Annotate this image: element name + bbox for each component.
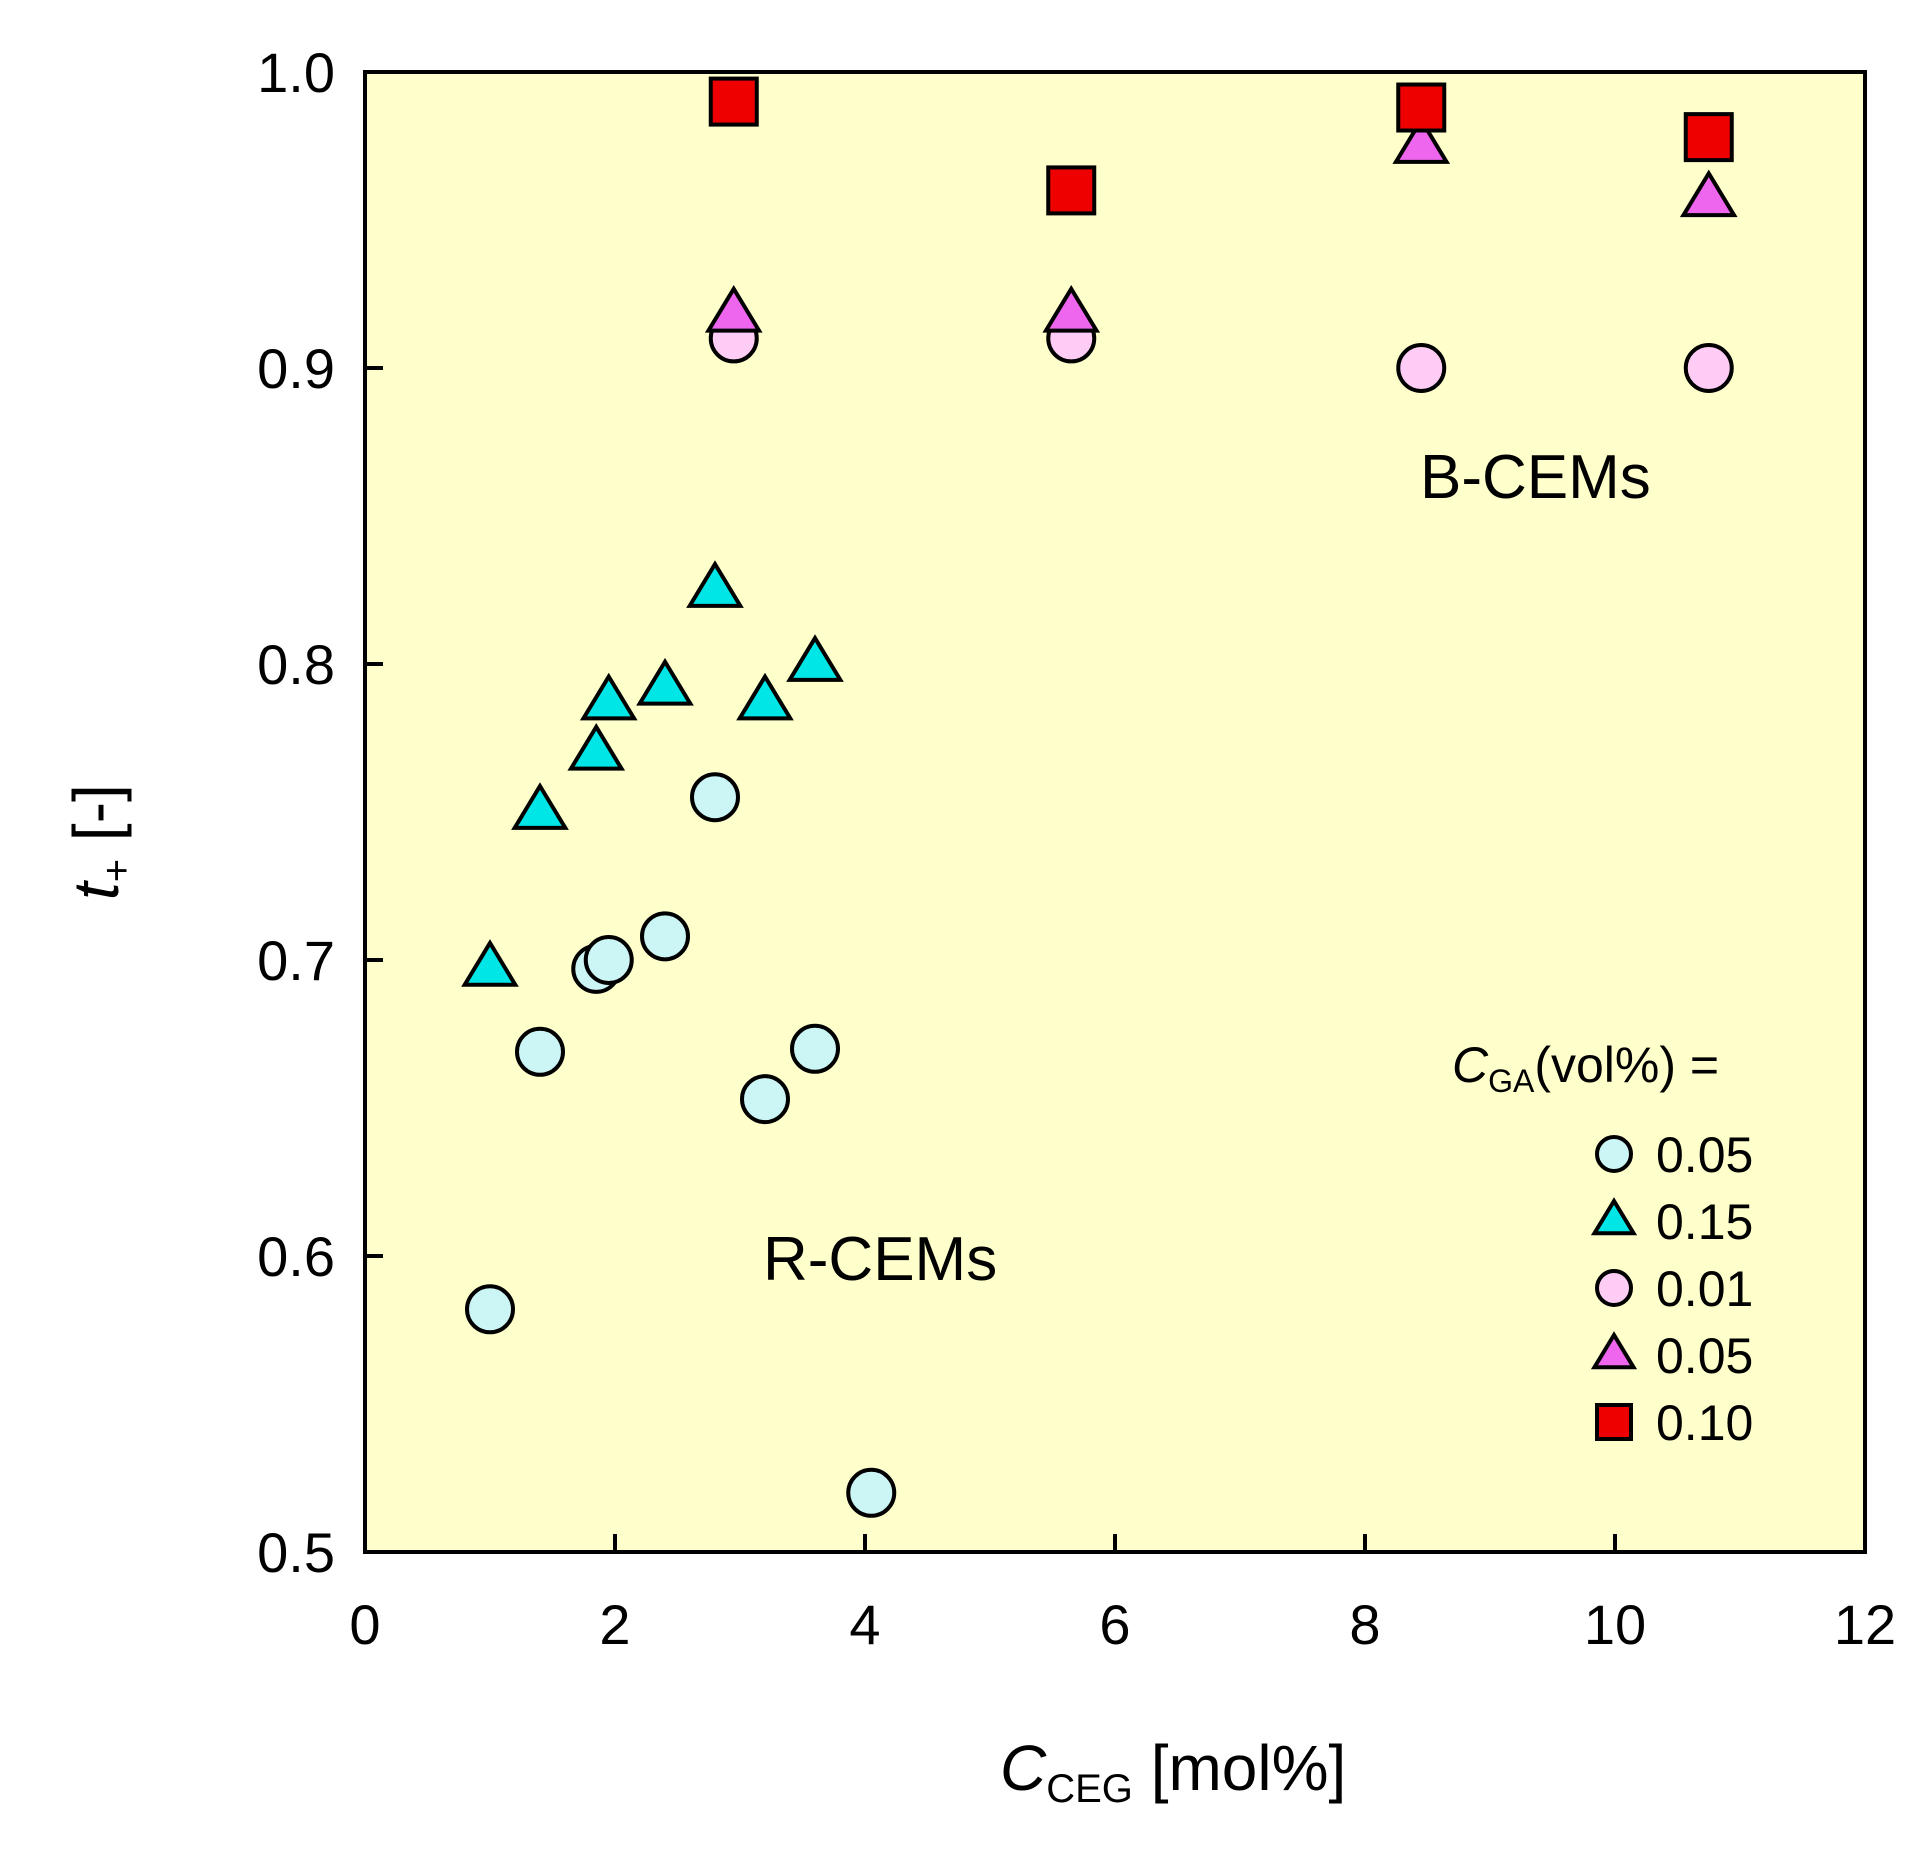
series-b-cems-triangle-0-05 <box>704 116 1738 333</box>
legend-label: 0.15 <box>1656 1194 1753 1250</box>
legend-label: 0.05 <box>1656 1127 1753 1183</box>
data-point-circle <box>1396 343 1447 393</box>
legend-item: 0.05 <box>1590 1328 1753 1384</box>
x-tick-label: 10 <box>1584 1593 1646 1656</box>
y-axis-title: t+ [-] <box>60 784 139 900</box>
y-tick-label: 1.0 <box>257 41 335 104</box>
y-tick-label: 0.8 <box>257 633 335 696</box>
data-point-circle <box>690 772 740 823</box>
plot-background <box>365 72 1865 1552</box>
legend-marker-circle <box>1595 1135 1633 1173</box>
data-point-triangle <box>1392 116 1451 164</box>
legend-label: 0.10 <box>1656 1395 1753 1451</box>
data-point-triangle <box>736 672 794 721</box>
data-point-triangle <box>1042 284 1101 333</box>
data-point-triangle <box>686 560 744 608</box>
data-point-circle <box>1683 343 1734 393</box>
annotation-b-cems: B-CEMs <box>1420 443 1651 512</box>
legend-marker-triangle <box>1590 1197 1638 1236</box>
data-point-circle <box>740 1074 790 1125</box>
data-point-circle <box>640 911 690 962</box>
x-tick-label: 0 <box>349 1593 380 1656</box>
legend-title: CGA(vol%) = <box>1452 1037 1719 1099</box>
data-point-triangle <box>579 672 638 721</box>
data-points <box>461 76 1738 1518</box>
data-point-triangle <box>636 657 694 706</box>
data-point-triangle <box>511 782 569 830</box>
x-tick-labels: 0 2 4 6 8 10 12 <box>349 1593 1896 1656</box>
series-r-cems-circle-0-05 <box>465 772 897 1518</box>
x-axis-title: CCEG [mol%] <box>1000 1732 1346 1811</box>
data-point-circle <box>790 1023 840 1074</box>
legend-item: 0.15 <box>1590 1194 1753 1250</box>
data-point-circle <box>583 935 634 985</box>
data-point-circle <box>515 1026 565 1077</box>
data-point-circle <box>846 1467 897 1518</box>
legend-marker-circle <box>1595 1269 1633 1307</box>
x-tick-label: 12 <box>1834 1593 1896 1656</box>
x-tick-label: 8 <box>1349 1593 1380 1656</box>
annotation-r-cems: R-CEMs <box>763 1225 997 1294</box>
series-r-cems-triangle-0-15 <box>461 560 844 987</box>
legend-marker-square <box>1595 1403 1633 1441</box>
legend-item: 0.05 <box>1595 1127 1753 1183</box>
data-point-square <box>1683 112 1734 163</box>
legend: CGA(vol%) = 0.05 0.15 0.01 0.05 0.10 <box>1452 1037 1753 1451</box>
legend-label: 0.05 <box>1656 1328 1753 1384</box>
data-point-circle <box>465 1284 515 1335</box>
y-tick-label: 0.9 <box>257 337 335 400</box>
legend-label: 0.01 <box>1656 1261 1753 1317</box>
data-point-triangle <box>704 284 763 333</box>
data-point-triangle <box>461 939 519 987</box>
legend-items: 0.05 0.15 0.01 0.05 0.10 <box>1590 1127 1753 1451</box>
series-b-cems-square-0-10 <box>708 76 1734 216</box>
legend-marker-triangle <box>1590 1331 1638 1370</box>
x-tick-label: 6 <box>1099 1593 1130 1656</box>
x-tick-label: 4 <box>849 1593 880 1656</box>
y-tick-label: 0.5 <box>257 1521 335 1584</box>
y-tick-labels: 0.5 0.6 0.7 0.8 0.9 1.0 <box>257 41 335 1584</box>
y-tick-label: 0.7 <box>257 929 335 992</box>
y-tick-label: 0.6 <box>257 1225 335 1288</box>
legend-item: 0.10 <box>1595 1395 1753 1451</box>
data-point-square <box>1046 165 1097 216</box>
data-point-triangle <box>567 723 626 771</box>
data-point-triangle <box>1679 169 1738 218</box>
x-tick-label: 2 <box>599 1593 630 1656</box>
legend-item: 0.01 <box>1595 1261 1753 1317</box>
plot-frame <box>363 70 1867 1554</box>
data-point-triangle <box>786 634 844 682</box>
data-point-square <box>1396 82 1447 133</box>
data-point-square <box>708 76 759 127</box>
